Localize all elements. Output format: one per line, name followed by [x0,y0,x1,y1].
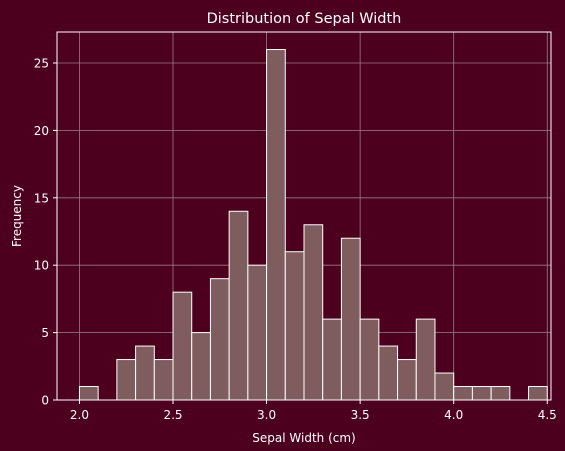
histogram-bar [135,345,155,401]
histogram-bar [340,237,361,401]
axis-ticks: 2.0 2.5 3.0 3.5 4.0 4.5 0 5 10 15 20 25 [34,57,557,422]
y-tick-label: 25 [34,57,49,71]
y-tick-label: 20 [34,124,49,138]
axes-frame [56,31,552,401]
histogram-bar [78,386,99,401]
x-axis-label: Sepal Width (cm) [252,431,355,445]
x-tick-label: 4.0 [444,408,463,422]
histogram-bar [434,372,455,401]
histogram-bar [228,210,249,401]
x-tick-label: 4.5 [538,408,557,422]
histogram-bar [116,359,137,401]
histogram-bar [397,359,417,401]
histogram-bar [209,278,230,401]
x-tick-label: 3.0 [257,408,276,422]
x-tick-label: 2.5 [163,408,182,422]
x-tick-label: 3.5 [351,408,370,422]
histogram-bar [528,386,548,401]
chart-title: Distribution of Sepal Width [207,11,402,27]
y-tick-label: 15 [34,191,49,205]
y-tick-label: 5 [41,326,49,340]
histogram-bar [453,386,473,401]
histogram-bar [284,251,305,401]
y-tick-label: 10 [34,259,49,273]
histogram-bar [153,359,174,401]
histogram-bar [191,332,211,401]
histogram-bar [490,386,511,401]
histogram-bar [247,264,268,401]
histogram-bar [322,318,342,401]
histogram-bar [378,345,399,401]
y-axis-label: Frequency [10,185,24,247]
histogram-bar [172,291,193,401]
histogram-bar [303,224,324,401]
histogram-bar [266,49,286,401]
histogram-bar [471,386,492,401]
x-tick-label: 2.0 [70,408,89,422]
histogram-bar [359,318,380,401]
y-tick-label: 0 [41,394,49,408]
histogram-bar [415,318,436,401]
